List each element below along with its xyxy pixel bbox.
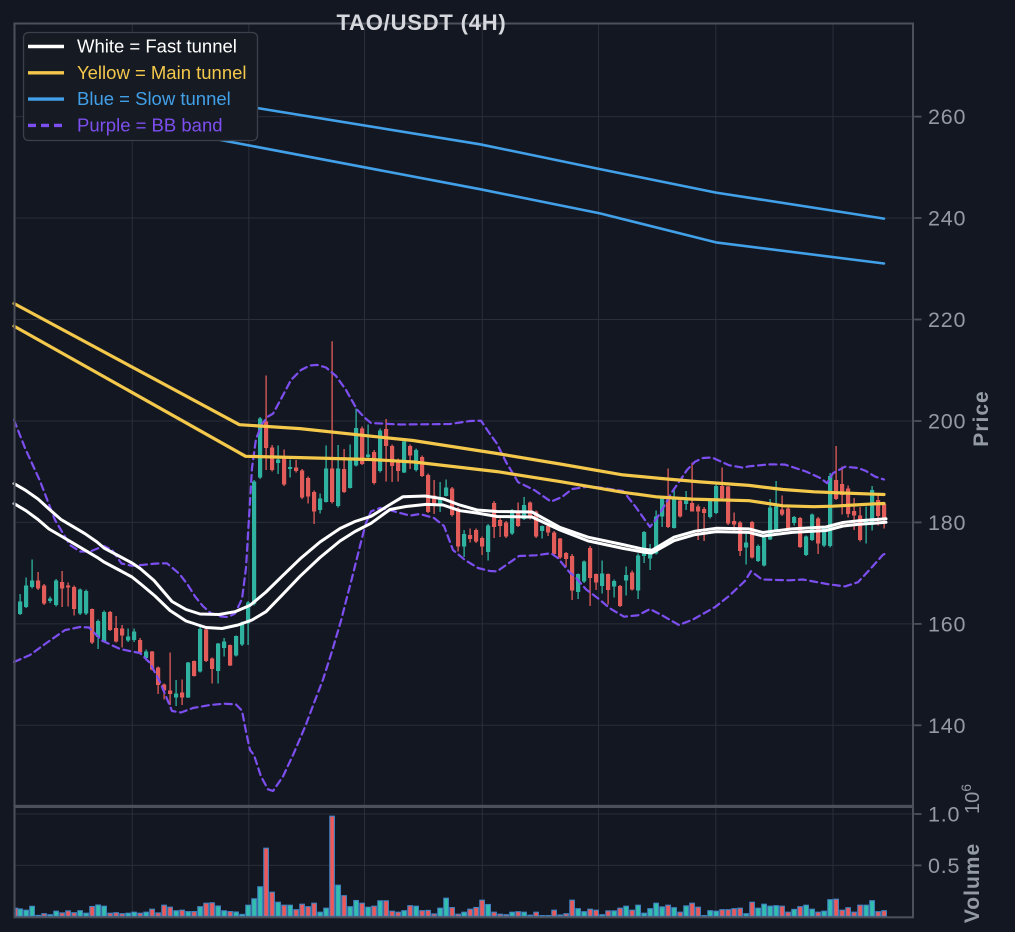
- svg-text:0.5: 0.5: [928, 854, 960, 878]
- svg-text:200: 200: [928, 410, 966, 434]
- svg-text:260: 260: [928, 105, 966, 129]
- svg-text:140: 140: [928, 714, 966, 738]
- svg-text:160: 160: [928, 612, 966, 636]
- svg-text:Yellow = Main tunnel: Yellow = Main tunnel: [77, 62, 247, 83]
- svg-text:220: 220: [928, 308, 966, 332]
- svg-text:White = Fast tunnel: White = Fast tunnel: [77, 36, 237, 57]
- svg-text:180: 180: [928, 511, 966, 535]
- svg-text:240: 240: [928, 207, 966, 231]
- svg-text:1.0: 1.0: [928, 803, 960, 827]
- svg-text:TAO/USDT (4H): TAO/USDT (4H): [336, 10, 506, 35]
- svg-text:Blue = Slow tunnel: Blue = Slow tunnel: [77, 88, 231, 109]
- svg-text:Volume: Volume: [961, 843, 984, 923]
- svg-text:Purple = BB band: Purple = BB band: [77, 114, 223, 135]
- svg-text:Price: Price: [970, 390, 993, 446]
